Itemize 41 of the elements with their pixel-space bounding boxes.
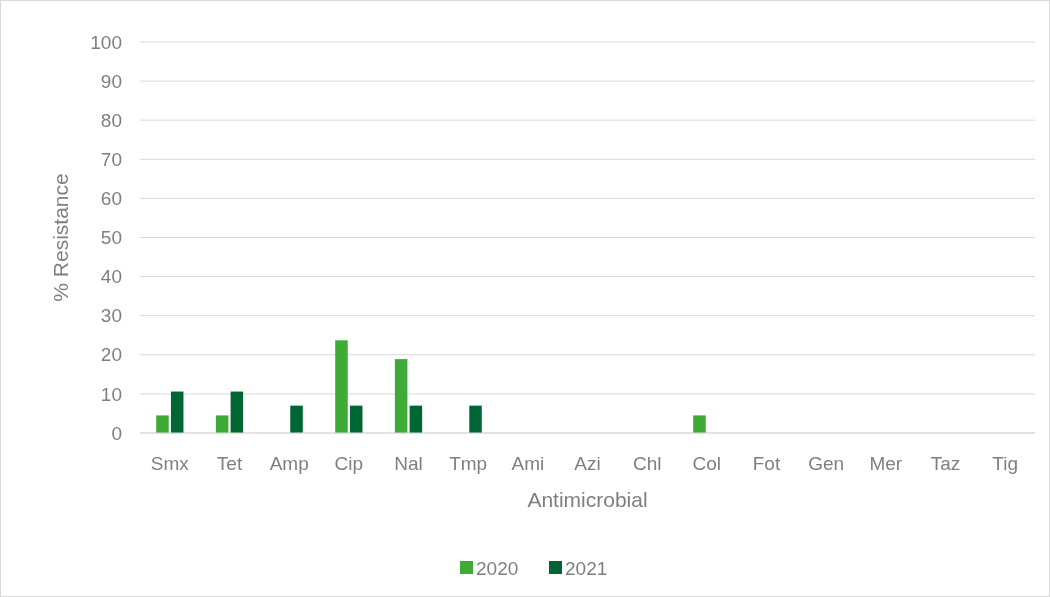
y-tick-label: 20 — [100, 344, 122, 366]
x-tick-label: Taz — [930, 453, 961, 474]
x-tick-label: Smx — [150, 453, 190, 474]
x-tick-label: Nal — [394, 453, 423, 474]
y-tick-label: 70 — [100, 148, 122, 170]
bar — [335, 340, 348, 433]
x-tick-label: Mer — [869, 453, 903, 474]
y-tick-label: 80 — [100, 109, 122, 131]
y-tick-label: 100 — [90, 31, 122, 53]
x-tick-label: Azi — [574, 453, 601, 474]
bar — [230, 391, 244, 433]
bar — [215, 415, 229, 433]
y-axis-title: % Resistance — [49, 173, 72, 302]
x-tick-label: Col — [692, 453, 722, 474]
bar — [349, 405, 363, 433]
legend-label: 2021 — [565, 557, 608, 579]
bar — [693, 415, 706, 433]
bar — [156, 415, 169, 433]
x-tick-label: Cip — [334, 453, 364, 474]
x-tick-label: Tmp — [449, 453, 488, 474]
x-tick-label: Fot — [752, 453, 781, 474]
bar — [394, 359, 408, 433]
y-tick-label: 60 — [100, 188, 122, 210]
y-tick-label: 90 — [100, 70, 122, 92]
x-tick-label: Tig — [992, 453, 1019, 474]
y-tick-label: 40 — [100, 266, 122, 288]
x-axis-title: Antimicrobial — [527, 488, 648, 511]
bar — [290, 405, 303, 433]
y-tick-label: 50 — [100, 227, 122, 249]
x-tick-label: Ami — [511, 453, 545, 474]
y-tick-label: 30 — [100, 305, 122, 327]
y-tick-label: 10 — [100, 383, 122, 405]
x-tick-label: Amp — [269, 453, 309, 474]
y-tick-label: 0 — [111, 422, 122, 444]
x-tick-label: Chl — [632, 453, 662, 474]
bar — [469, 405, 482, 433]
x-tick-label: Tet — [216, 453, 243, 474]
legend-label: 2020 — [476, 557, 519, 579]
bar — [409, 405, 423, 433]
bar — [170, 391, 184, 433]
x-tick-label: Gen — [808, 453, 845, 474]
